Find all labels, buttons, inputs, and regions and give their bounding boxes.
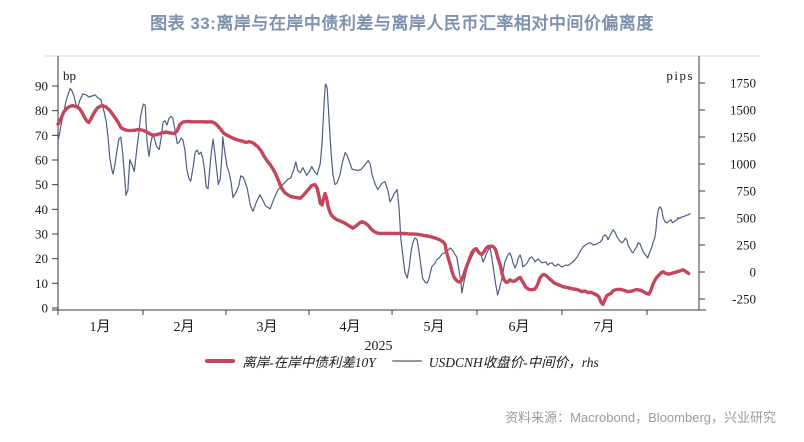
left-axis: 0 10 20 30 40 50 60 70 80 90 bp [35, 68, 76, 316]
left-tick-label: 70 [35, 128, 48, 143]
left-tick-label: 80 [35, 103, 48, 118]
right-tick-label: 250 [737, 238, 757, 253]
left-tick-label: 50 [35, 177, 48, 192]
month-tick-label: 3月 [257, 319, 278, 335]
legend-label-usdcnh: USDCNH收盘价-中间价，rhs [428, 355, 599, 370]
usdcnh-line [57, 83, 691, 296]
left-tick-label: 0 [42, 301, 49, 316]
plot-frame [45, 55, 760, 311]
right-tick-label: 500 [737, 211, 757, 226]
left-tick-label: 30 [35, 227, 48, 242]
legend-item-usdcnh: USDCNH收盘价-中间价，rhs [391, 351, 599, 371]
right-tick-label: -250 [732, 292, 756, 307]
month-tick-label: 2月 [174, 319, 195, 335]
x-axis: 1月 2月 3月 4月 5月 6月 7月 2025 [57, 310, 648, 354]
left-tick-label: 10 [35, 276, 48, 291]
right-tick-label: 0 [750, 265, 757, 280]
chart-title: 图表 33:离岸与在岸中债利差与离岸人民币汇率相对中间价偏离度 [150, 14, 654, 33]
legend-item-spread: 离岸-在岸中债利差10Y [205, 351, 376, 371]
left-tick-label: 90 [35, 79, 48, 94]
month-tick-label: 7月 [594, 319, 615, 335]
right-tick-label: 1250 [730, 130, 756, 145]
source-attribution: 资料来源：Macrobond，Bloomberg，兴业研究 [505, 410, 776, 425]
month-tick-label: 4月 [340, 319, 361, 335]
month-tick-label: 1月 [89, 319, 110, 335]
chart-legend: 离岸-在岸中债利差10Y USDCNH收盘价-中间价，rhs [0, 351, 804, 371]
right-axis-unit: pips [666, 68, 694, 83]
right-tick-label: 750 [737, 184, 757, 199]
month-tick-label: 6月 [509, 319, 530, 335]
left-tick-label: 40 [35, 202, 48, 217]
spread-line [56, 104, 691, 307]
right-tick-label: 1750 [730, 76, 756, 91]
blue-line-swatch-icon [391, 360, 422, 362]
left-axis-unit: bp [63, 68, 76, 83]
red-line-swatch-icon [205, 359, 236, 363]
left-tick-label: 60 [35, 153, 48, 168]
left-tick-label: 20 [35, 251, 48, 266]
right-tick-label: 1500 [730, 103, 756, 118]
legend-label-spread: 离岸-在岸中债利差10Y [242, 355, 376, 370]
right-tick-label: 1000 [730, 157, 756, 172]
right-axis: -250 0 250 500 750 1000 1250 1500 1750 pips [666, 68, 756, 307]
month-tick-label: 5月 [424, 319, 445, 335]
year-label: 2025 [365, 339, 393, 354]
